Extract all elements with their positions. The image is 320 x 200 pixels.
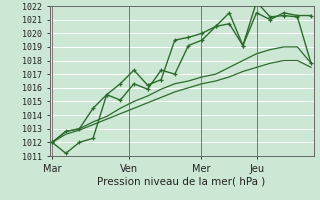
- X-axis label: Pression niveau de la mer( hPa ): Pression niveau de la mer( hPa ): [98, 176, 266, 186]
